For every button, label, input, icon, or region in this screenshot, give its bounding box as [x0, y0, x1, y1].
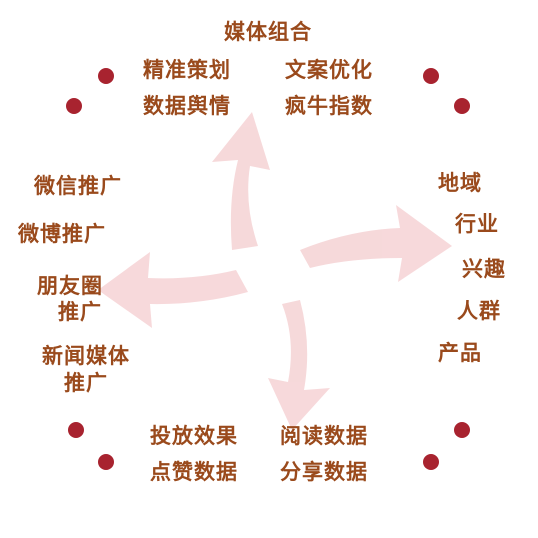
decor-dot: [454, 98, 470, 114]
left-item-3-line1: 朋友圈: [37, 274, 103, 298]
decor-dot: [423, 454, 439, 470]
arrow-down: [268, 300, 330, 430]
arrow-up: [212, 112, 270, 250]
left-item-3-line2: 推广: [58, 300, 102, 324]
right-item-2: 行业: [455, 212, 499, 236]
top-title: 媒体组合: [224, 20, 312, 44]
left-item-4-line2: 推广: [64, 371, 108, 395]
decor-dot: [66, 98, 82, 114]
top-left-1: 精准策划: [143, 58, 231, 82]
right-item-5: 产品: [438, 341, 482, 365]
top-right-1: 文案优化: [285, 58, 373, 82]
decor-dot: [98, 454, 114, 470]
decor-dot: [68, 422, 84, 438]
left-item-1: 微信推广: [34, 174, 122, 198]
right-item-3: 兴趣: [462, 257, 506, 281]
decor-dot: [98, 68, 114, 84]
bottom-right-1: 阅读数据: [280, 424, 368, 448]
left-item-2: 微博推广: [18, 222, 106, 246]
top-right-2: 疯牛指数: [285, 94, 373, 118]
decor-dot: [423, 68, 439, 84]
right-item-1: 地域: [438, 171, 482, 195]
bottom-right-2: 分享数据: [280, 460, 368, 484]
bottom-left-2: 点赞数据: [150, 460, 238, 484]
decor-dot: [454, 422, 470, 438]
arrow-left: [98, 252, 248, 328]
arrow-right: [300, 205, 452, 282]
right-item-4: 人群: [457, 299, 501, 323]
bottom-left-1: 投放效果: [150, 424, 238, 448]
left-item-4-line1: 新闻媒体: [42, 344, 130, 368]
top-left-2: 数据舆情: [143, 94, 231, 118]
